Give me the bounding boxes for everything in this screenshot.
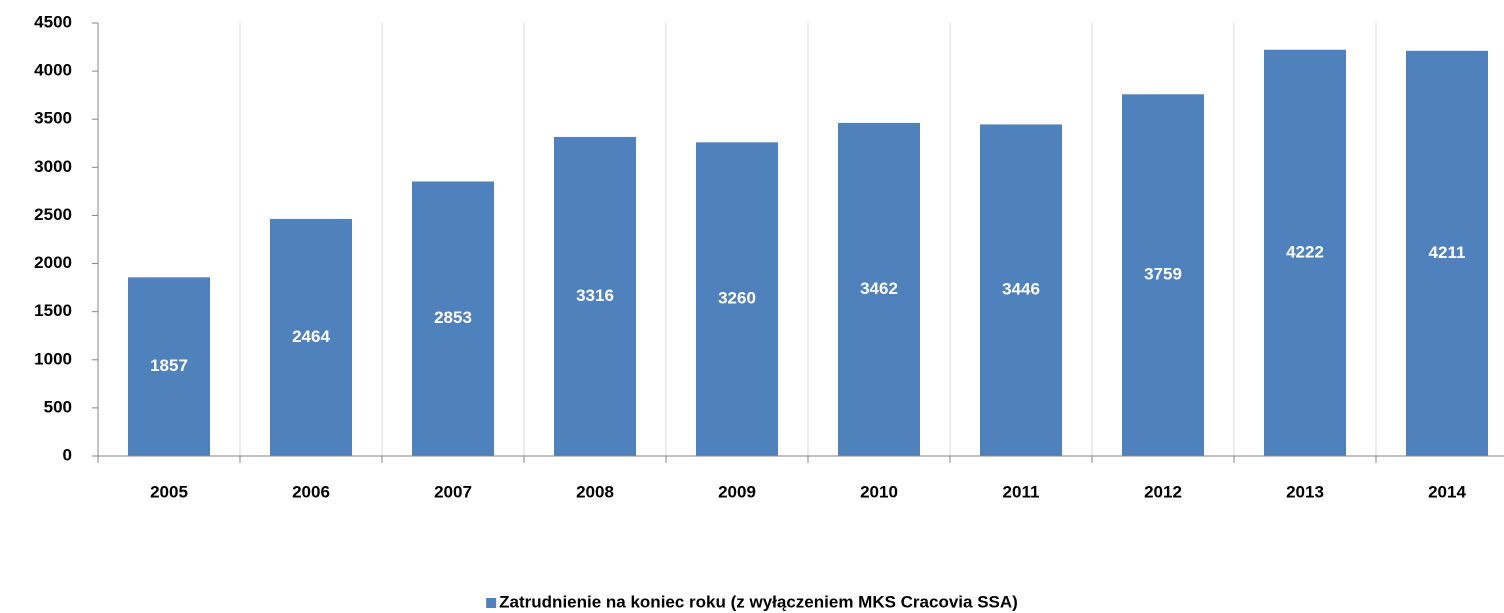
legend-swatch — [486, 598, 497, 608]
y-tick-label: 3500 — [34, 109, 72, 128]
data-label: 3446 — [1002, 280, 1040, 299]
data-label: 3316 — [576, 286, 614, 305]
y-tick-label: 4000 — [34, 61, 72, 80]
x-tick-label: 2011 — [1003, 482, 1040, 501]
x-tick-label: 2010 — [860, 482, 898, 501]
data-label: 4211 — [1429, 243, 1466, 262]
data-label: 2464 — [292, 327, 330, 346]
bar — [1264, 49, 1346, 456]
y-tick-label: 1000 — [34, 349, 72, 368]
y-tick-label: 3000 — [34, 157, 72, 176]
bar — [1406, 50, 1488, 456]
bar — [412, 181, 494, 456]
bar — [270, 218, 352, 456]
x-tick-label: 2008 — [576, 482, 614, 501]
y-tick-label: 2000 — [34, 253, 72, 272]
legend-label: Zatrudnienie na koniec roku (z wyłączeni… — [499, 592, 1018, 611]
x-tick-label: 2007 — [434, 482, 472, 501]
data-label: 3260 — [718, 289, 756, 308]
data-label: 3462 — [860, 279, 898, 298]
y-tick-label: 500 — [44, 397, 72, 416]
bar — [696, 142, 778, 456]
bar — [554, 136, 636, 456]
bar — [980, 124, 1062, 457]
x-tick-label: 2006 — [292, 482, 330, 501]
data-label: 4222 — [1286, 242, 1324, 261]
x-tick-label: 2005 — [150, 482, 188, 501]
x-tick-label: 2014 — [1428, 482, 1466, 501]
bar — [128, 277, 210, 456]
data-label: 3759 — [1144, 265, 1182, 284]
y-tick-label: 1500 — [34, 301, 72, 320]
y-tick-label: 2500 — [34, 205, 72, 224]
bar — [838, 122, 920, 457]
data-label: 2853 — [434, 308, 472, 327]
y-tick-label: 0 — [63, 445, 72, 464]
bar — [1122, 94, 1204, 457]
data-label: 1857 — [150, 356, 188, 375]
x-tick-label: 2012 — [1144, 482, 1182, 501]
y-tick-label: 4500 — [34, 12, 72, 31]
x-tick-label: 2009 — [718, 482, 756, 501]
x-tick-label: 2013 — [1286, 482, 1324, 501]
